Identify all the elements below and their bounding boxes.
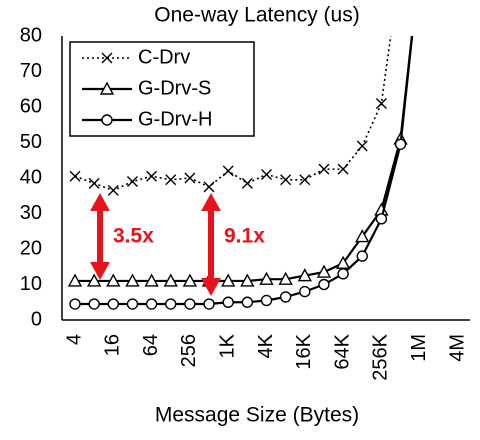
arrow [90, 193, 110, 280]
marker [86, 273, 102, 287]
marker [375, 213, 388, 225]
plot-area [67, 36, 414, 310]
annotation: 3.5x [113, 225, 154, 248]
marker [125, 273, 140, 287]
y-tick-label: 60 [20, 95, 42, 117]
marker [165, 298, 177, 310]
marker [375, 97, 387, 109]
marker [126, 298, 139, 310]
x-tick-label: 256 [178, 334, 200, 367]
x-tick-label: 4K [255, 333, 277, 358]
legend-marker [99, 81, 115, 95]
x-axis-label: Message Size (Bytes) [155, 404, 359, 427]
marker [106, 273, 121, 287]
marker [146, 170, 158, 182]
marker [67, 273, 83, 287]
x-tick-label: 16 [102, 334, 124, 356]
y-tick-label: 20 [20, 237, 42, 259]
legend-label: C-Drv [138, 46, 190, 68]
x-tick-label: 4 [63, 334, 85, 345]
marker [299, 285, 311, 298]
legend-label: G-Drv-H [138, 108, 212, 130]
x-tick-label: 64 [140, 334, 162, 356]
x-tick-label: 64K [331, 333, 353, 369]
x-tick-label: 256K [370, 333, 392, 380]
legend-marker [101, 52, 113, 64]
marker [299, 174, 311, 186]
chart-title: One-way Latency (us) [154, 4, 359, 27]
y-tick-label: 40 [20, 166, 42, 188]
legend-marker [101, 114, 113, 126]
marker [184, 298, 196, 310]
marker [318, 278, 330, 291]
y-tick-label: 0 [31, 308, 42, 330]
marker [182, 273, 198, 287]
marker [355, 229, 370, 243]
y-tick-label: 10 [20, 273, 42, 295]
marker [145, 298, 158, 310]
marker [318, 163, 330, 175]
x-tick-label: 1K [216, 333, 238, 358]
marker [297, 268, 312, 282]
y-tick-label: 50 [20, 131, 42, 153]
marker [163, 273, 178, 287]
x-tick-label: 1M [408, 334, 430, 362]
marker [88, 177, 100, 189]
marker [259, 271, 274, 285]
marker [165, 174, 177, 186]
legend-label: G-Drv-S [138, 77, 211, 99]
y-tick-label: 70 [20, 60, 42, 82]
marker [203, 298, 215, 310]
marker [126, 176, 138, 188]
annotation: 9.1x [224, 225, 265, 248]
marker [337, 163, 349, 175]
marker [278, 271, 293, 285]
marker [69, 298, 81, 310]
marker [107, 184, 119, 196]
y-tick-label: 80 [20, 24, 42, 46]
marker [69, 170, 81, 182]
marker [337, 268, 349, 280]
marker [241, 296, 254, 308]
marker [144, 273, 159, 287]
x-tick-label: 16K [293, 333, 315, 369]
marker [316, 264, 332, 278]
arrow [201, 193, 221, 296]
marker [261, 168, 272, 180]
marker [107, 298, 120, 310]
marker [356, 140, 368, 152]
marker [221, 273, 236, 287]
y-tick-label: 30 [20, 202, 42, 224]
marker [280, 174, 292, 186]
x-tick-label: 4M [446, 334, 468, 362]
marker [394, 138, 407, 150]
marker [184, 172, 196, 184]
marker [240, 273, 255, 287]
marker [260, 294, 273, 307]
marker [88, 298, 100, 310]
marker [356, 250, 368, 262]
marker [222, 296, 234, 308]
marker [241, 177, 253, 189]
annotations: 3.5x 9.1x [90, 193, 265, 296]
marker [222, 165, 234, 177]
marker [203, 181, 215, 193]
marker [279, 291, 292, 303]
